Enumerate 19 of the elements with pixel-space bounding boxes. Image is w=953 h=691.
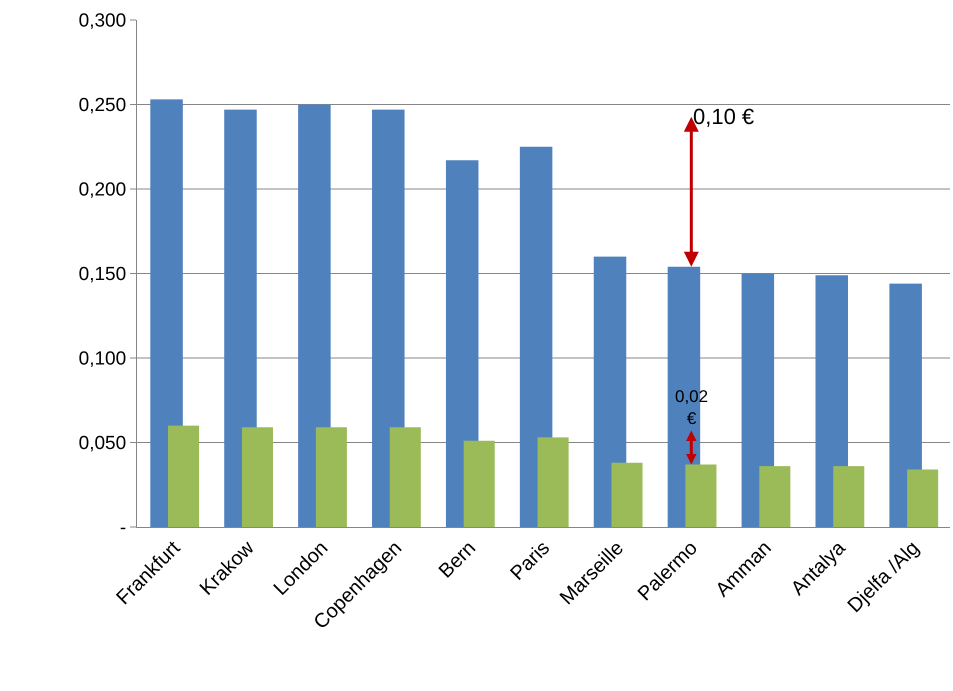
bar (685, 464, 716, 527)
bar (833, 466, 864, 527)
y-tick-label: 0,250 (78, 95, 126, 116)
bar (242, 427, 273, 527)
bar (390, 427, 421, 527)
y-tick-label: 0,200 (78, 180, 126, 201)
y-tick-label: 0,150 (78, 264, 126, 286)
y-tick-label: 0,100 (78, 348, 126, 370)
bar (168, 426, 200, 527)
annotation: 0,10 € (693, 104, 754, 129)
bar (907, 470, 938, 527)
bar (759, 466, 790, 527)
bar (538, 437, 569, 527)
y-tick-label: 0,050 (78, 433, 126, 454)
bar (464, 440, 495, 527)
y-tick-label: 0,300 (78, 10, 126, 32)
bar (316, 427, 347, 527)
bar (612, 462, 643, 527)
y-tick-label: - (120, 518, 126, 539)
